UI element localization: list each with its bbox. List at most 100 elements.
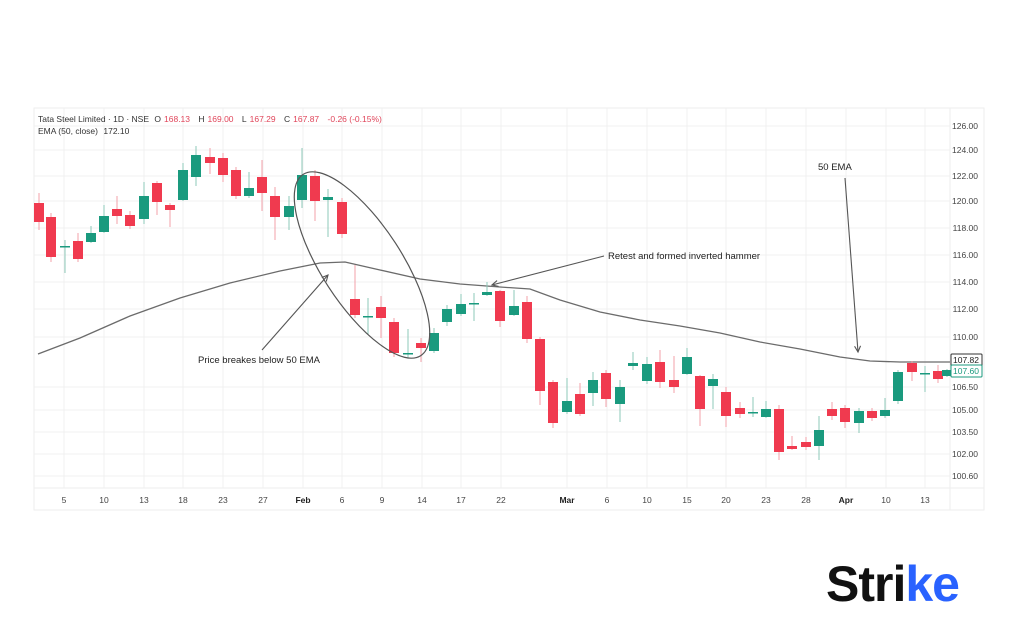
candle: [60, 240, 70, 273]
time-tick-label: 6: [605, 495, 610, 505]
candle: [99, 205, 109, 233]
candle: [403, 329, 413, 358]
candle: [867, 408, 877, 421]
time-tick-label: 10: [99, 495, 109, 505]
annotation: 50 EMA: [818, 162, 862, 354]
candle: [46, 213, 56, 262]
candle: [588, 372, 598, 406]
price-tick-label: 103.50: [952, 427, 978, 437]
time-tick-label: 18: [178, 495, 188, 505]
time-tick-label: 23: [761, 495, 771, 505]
time-tick-label: Apr: [839, 495, 854, 505]
candle: [456, 294, 466, 316]
candle: [429, 328, 439, 353]
candle: [682, 348, 692, 375]
candle: [695, 375, 705, 426]
arrow-head-icon: [854, 345, 862, 354]
time-tick-label: 5: [62, 495, 67, 505]
time-tick-label: 13: [139, 495, 149, 505]
svg-text:107.60: 107.60: [953, 366, 979, 376]
indicator-value: 172.10: [103, 126, 130, 136]
price-tag-last: 107.60: [950, 364, 983, 378]
time-tick-label: Mar: [559, 495, 575, 505]
candle: [933, 365, 943, 383]
candle: [827, 402, 837, 420]
candle: [139, 182, 149, 224]
symbol-label: Tata Steel Limited · 1D · NSE: [38, 114, 150, 124]
candle: [655, 350, 665, 388]
candle: [708, 374, 718, 409]
annotation-label: 50 EMA: [818, 162, 852, 173]
time-tick-label: 13: [920, 495, 930, 505]
legend-indicator-row: EMA (50, close) 172.10: [38, 125, 385, 137]
candle: [284, 196, 294, 230]
price-tick-label: 106.50: [952, 382, 978, 392]
candle: [125, 211, 135, 229]
time-tick-label: 17: [456, 495, 466, 505]
annotation-label: Price breakes below 50 EMA: [198, 355, 321, 366]
candle: [761, 401, 771, 418]
candle: [601, 370, 611, 407]
candle: [920, 366, 930, 392]
candle: [721, 387, 731, 427]
time-axis: 5 10 13 18 23 27 Feb 6 9 14 17 22 Mar 6 10 15 20 23 28 Apr 1…: [62, 495, 930, 505]
price-tick-label: 116.00: [953, 250, 979, 260]
arrow-line-icon: [491, 255, 605, 286]
candle: [218, 153, 228, 182]
candle: [495, 290, 505, 327]
candle: [205, 148, 215, 174]
ema-50-line: [37, 261, 950, 363]
time-tick-label: 23: [218, 495, 228, 505]
candle: [389, 318, 399, 357]
ohlc-close: C 167.87: [284, 114, 320, 124]
candle: [34, 193, 44, 230]
candle: [363, 298, 373, 334]
candle: [323, 189, 333, 237]
candle: [442, 305, 452, 326]
price-tick-label: 112.00: [953, 304, 979, 314]
candle: [748, 397, 758, 417]
candle: [735, 402, 745, 418]
candle: [73, 233, 83, 262]
candle: [469, 293, 479, 321]
time-tick-label: 10: [642, 495, 652, 505]
time-tick-label: Feb: [295, 495, 310, 505]
price-tick-label: 105.00: [952, 405, 978, 415]
annotation: Retest and formed inverted hammer: [490, 251, 760, 287]
candle: [801, 437, 811, 450]
svg-text:107.82: 107.82: [953, 355, 979, 365]
arrow-head-icon: [490, 280, 499, 287]
price-tick-label: 114.00: [953, 277, 979, 287]
annotation: Price breakes below 50 EMA: [198, 274, 329, 366]
candle: [270, 187, 280, 240]
candle: [907, 361, 917, 381]
candle: [615, 380, 625, 422]
candle: [893, 370, 903, 404]
ohlc-open: O 168.13: [154, 114, 191, 124]
time-tick-label: 22: [496, 495, 506, 505]
candle: [942, 369, 952, 377]
price-tick-label: 122.00: [952, 171, 978, 181]
candle: [350, 265, 360, 318]
price-tick-label: 120.00: [952, 196, 978, 206]
arrow-line-icon: [844, 177, 859, 353]
candle: [482, 282, 492, 296]
candle: [628, 352, 638, 370]
price-tick-label: 100.60: [952, 471, 978, 481]
highlight-ellipse: [293, 171, 431, 359]
candle: [112, 196, 122, 224]
candle: [337, 198, 347, 238]
time-tick-label: 15: [682, 495, 692, 505]
price-change: -0.26 (-0.15%): [327, 114, 382, 124]
price-tick-label: 124.00: [952, 145, 978, 155]
candle: [509, 290, 519, 316]
candle: [244, 172, 254, 198]
candle: [231, 167, 241, 199]
price-tick-label: 126.00: [952, 121, 978, 131]
candle: [297, 148, 307, 208]
annotation-label: Retest and formed inverted hammer: [608, 251, 760, 262]
arrow-head-icon: [321, 274, 329, 282]
candle: [310, 170, 320, 221]
